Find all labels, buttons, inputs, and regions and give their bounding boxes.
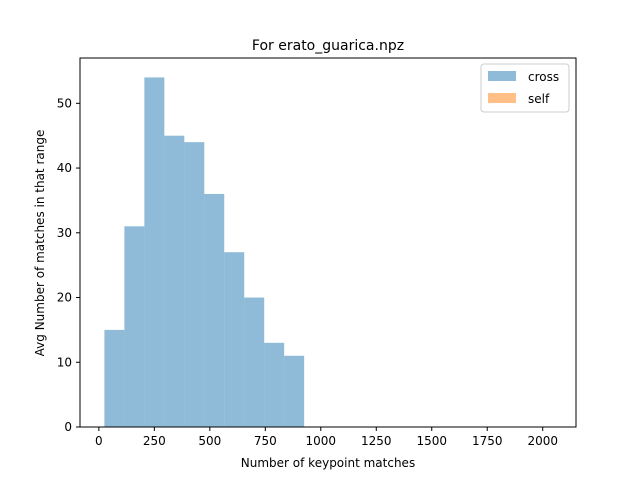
y-tick-label: 50 (57, 96, 72, 110)
x-tick-label: 500 (198, 434, 221, 448)
y-tick-label: 30 (57, 226, 72, 240)
x-axis: 0 250 500 750 1000 1250 1500 1750 2000 (95, 427, 558, 448)
chart-title: For erato_guarica.npz (252, 38, 404, 54)
y-axis: 0 10 20 30 40 50 (57, 96, 80, 434)
x-tick-label: 1250 (361, 434, 392, 448)
x-tick-label: 0 (95, 434, 103, 448)
legend-swatch-self (488, 93, 516, 103)
histogram-bar-cross-3 (164, 135, 185, 427)
x-tick-label: 2000 (527, 434, 558, 448)
x-tick-label: 750 (254, 434, 277, 448)
x-tick-label: 1500 (416, 434, 447, 448)
histogram-bar-cross-2 (144, 77, 165, 427)
histogram-bar-cross-4 (184, 142, 205, 427)
y-tick-label: 20 (57, 291, 72, 305)
x-tick-label: 250 (143, 434, 166, 448)
legend-swatch-cross (488, 71, 516, 81)
legend: cross self (480, 63, 570, 113)
histogram-bar-cross-1 (124, 226, 145, 427)
x-tick-label: 1000 (306, 434, 337, 448)
histogram-bar-cross-8 (264, 342, 285, 427)
histogram-bar-cross-7 (244, 297, 265, 427)
y-tick-label: 0 (64, 420, 72, 434)
legend-label-cross: cross (528, 70, 559, 84)
histogram-bar-cross-5 (204, 193, 225, 427)
x-tick-label: 1750 (472, 434, 503, 448)
y-axis-label: Avg Number of matches in that range (33, 130, 47, 357)
histogram-bar-cross-6 (224, 252, 245, 427)
y-tick-label: 40 (57, 161, 72, 175)
axes-frame (79, 57, 577, 428)
histogram-bar-cross-0 (104, 329, 125, 427)
histogram-bar-cross-9 (284, 355, 305, 427)
legend-label-self: self (528, 92, 550, 106)
y-tick-label: 10 (57, 355, 72, 369)
plot-area (104, 77, 305, 427)
x-axis-label: Number of keypoint matches (241, 456, 415, 470)
